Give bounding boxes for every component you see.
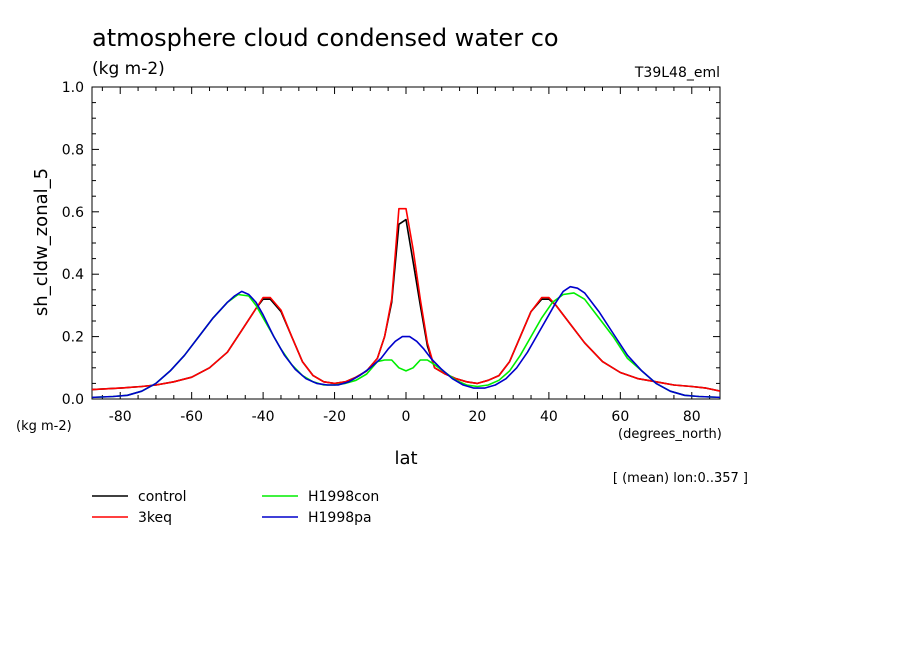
x-tick-label: 80 — [683, 409, 701, 425]
y-axis-units: (kg m-2) — [16, 419, 72, 434]
legend-label-h1998pa: H1998pa — [308, 510, 372, 526]
chart-units: (kg m-2) — [92, 59, 165, 79]
y-tick-label: 0.8 — [62, 142, 84, 158]
plot-area: 0.0 0.2 0.4 0.6 0.8 1.0 -80 -60 -40 -20 0 20 40 60 80 — [62, 80, 721, 425]
legend-label-3keq: 3keq — [138, 510, 172, 526]
x-axis-units: (degrees_north) — [618, 427, 722, 442]
y-tick-label: 0.0 — [62, 392, 84, 408]
chart-title: atmosphere cloud condensed water co — [92, 24, 559, 52]
y-tick-label: 1.0 — [62, 80, 84, 96]
legend-label-h1998con: H1998con — [308, 489, 379, 505]
x-axis-label: lat — [394, 448, 417, 469]
series-line-control — [92, 218, 720, 392]
x-tick-label: 60 — [611, 409, 629, 425]
x-tick-label: 40 — [540, 409, 558, 425]
series-line-h1998pa — [92, 285, 720, 399]
y-tick-label: 0.2 — [62, 330, 84, 346]
x-tick-label: -20 — [323, 409, 346, 425]
x-tick-label: 0 — [402, 409, 411, 425]
x-tick-label: -40 — [252, 409, 275, 425]
series-line-3keq — [92, 207, 720, 392]
resolution-label: T39L48_eml — [634, 65, 720, 81]
x-tick-label: 20 — [469, 409, 487, 425]
y-tick-label: 0.6 — [62, 205, 84, 221]
legend: control 3keq H1998con H1998pa — [92, 489, 379, 526]
x-tick-label: -60 — [180, 409, 203, 425]
y-axis-label: sh_cldw_zonal_5 — [31, 168, 52, 316]
series-lines — [92, 207, 720, 399]
legend-label-control: control — [138, 489, 187, 505]
x-tick-label: -80 — [109, 409, 132, 425]
series-line-h1998con — [92, 292, 720, 399]
averaging-note: [ (mean) lon:0..357 ] — [613, 471, 748, 486]
y-tick-label: 0.4 — [62, 267, 84, 283]
